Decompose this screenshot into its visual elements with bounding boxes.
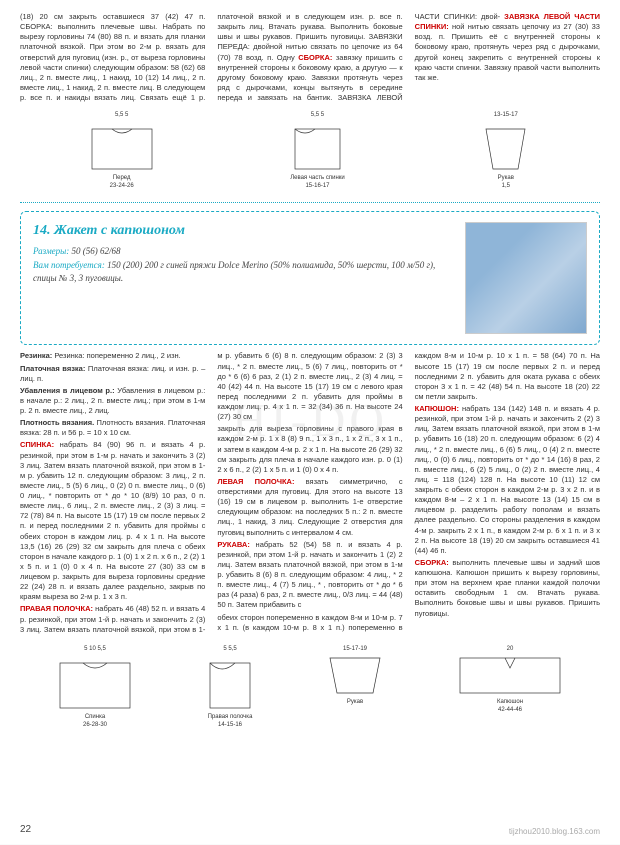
garment-photo [465, 222, 587, 334]
meas-top: 20 [455, 645, 565, 653]
piece-label: Правая полочка [205, 713, 255, 721]
schematic-rukav2: 15-17-19 Рукав [325, 645, 385, 729]
divider [20, 202, 600, 203]
ubav-label: Убавления в лицевом р.: [20, 386, 115, 395]
article-title-text: Жакет с капюшоном [54, 223, 185, 238]
meas-top: 15-17-19 [325, 645, 385, 653]
top-text-block: (18) 20 см закрыть оставшиеся 37 (42) 47… [20, 12, 600, 103]
schematic-row-1: 5,5 5 Перед 23-24-26 5,5 5 Левая часть с… [20, 111, 600, 190]
schematic-back-half: 5,5 5 Левая часть спинки 15-16-17 [290, 111, 345, 190]
rukava-text: набрать 52 (54) 58 п. и вязать 4 р. рези… [217, 540, 402, 610]
platoch-label: Платочная вязка: [20, 364, 85, 373]
schematic-polochka: 5 5,5 Правая полочка 14-15-16 [205, 645, 255, 729]
levaya-label: ЛЕВАЯ ПОЛОЧКА: [217, 477, 294, 486]
piece-label: Левая часть спинки [290, 174, 345, 182]
body-text-block: Резинка: Резинка: попеременно 2 лиц., 2 … [20, 351, 600, 634]
meas-bottom: 26-28-30 [55, 721, 135, 729]
article-title-box: 14. Жакет с капюшоном Размеры: 50 (56) 6… [20, 211, 600, 345]
meas-bottom: 14-15-16 [205, 721, 255, 729]
meas-top: 13-15-17 [478, 111, 533, 119]
schematic-kap: 20 Капюшон 42-44-46 [455, 645, 565, 729]
piece-label: Рукав [478, 174, 533, 182]
page-number: 22 [20, 823, 31, 837]
sizes-label: Размеры: [33, 246, 69, 256]
meas-bottom: 42-44-46 [455, 706, 565, 714]
meas-bottom: 23-24-26 [87, 182, 157, 190]
plotnost-label: Плотность вязания. [20, 418, 94, 427]
meas-top: 5 5,5 [205, 645, 255, 653]
piece-label: Рукав [325, 698, 385, 706]
spinka-text: набрать 84 (90) 96 п. и вязать 4 р. рези… [20, 440, 205, 601]
meas-bottom: 1,5 [478, 182, 533, 190]
kap-label: КАПЮШОН: [415, 404, 459, 413]
mid-text: закрыть для выреза горловины с правого к… [217, 424, 402, 475]
schematic-sleeve: 13-15-17 Рукав 1,5 [478, 111, 533, 190]
meas-bottom: 15-16-17 [290, 182, 345, 190]
schematic-row-2: 5 10 5,5 Спинка 26-28-30 5 5,5 Правая по… [20, 645, 600, 729]
kap-text: набрать 134 (142) 148 п. и вязать 4 р. р… [415, 404, 600, 555]
piece-label: Капюшон [455, 698, 565, 706]
sborka-label: СБОРКА: [415, 558, 449, 567]
rukava-label: РУКАВА: [217, 540, 250, 549]
footer-watermark: tijzhou2010.blog.163.com [509, 827, 600, 838]
resinka-label: Резинка: [20, 351, 52, 360]
sizes-value: 50 (56) 62/68 [72, 246, 121, 256]
need-label: Вам потребуется: [33, 260, 105, 270]
piece-label: Перед [87, 174, 157, 182]
meas-top: 5,5 5 [290, 111, 345, 119]
spinka-label: СПИНКА: [20, 440, 54, 449]
piece-label: Спинка [55, 713, 135, 721]
schematic-front: 5,5 5 Перед 23-24-26 [87, 111, 157, 190]
meas-top: 5,5 5 [87, 111, 157, 119]
meas-top: 5 10 5,5 [55, 645, 135, 653]
schematic-spinka: 5 10 5,5 Спинка 26-28-30 [55, 645, 135, 729]
article-title: 14. Жакет с капюшоном [33, 222, 455, 241]
body-p1: Резинка: попеременно 2 лиц., 2 изн. [54, 351, 180, 360]
pravaya-label: ПРАВАЯ ПОЛОЧКА: [20, 604, 93, 613]
assembly-label: СБОРКА: [298, 53, 336, 62]
article-num: 14. [33, 223, 51, 238]
